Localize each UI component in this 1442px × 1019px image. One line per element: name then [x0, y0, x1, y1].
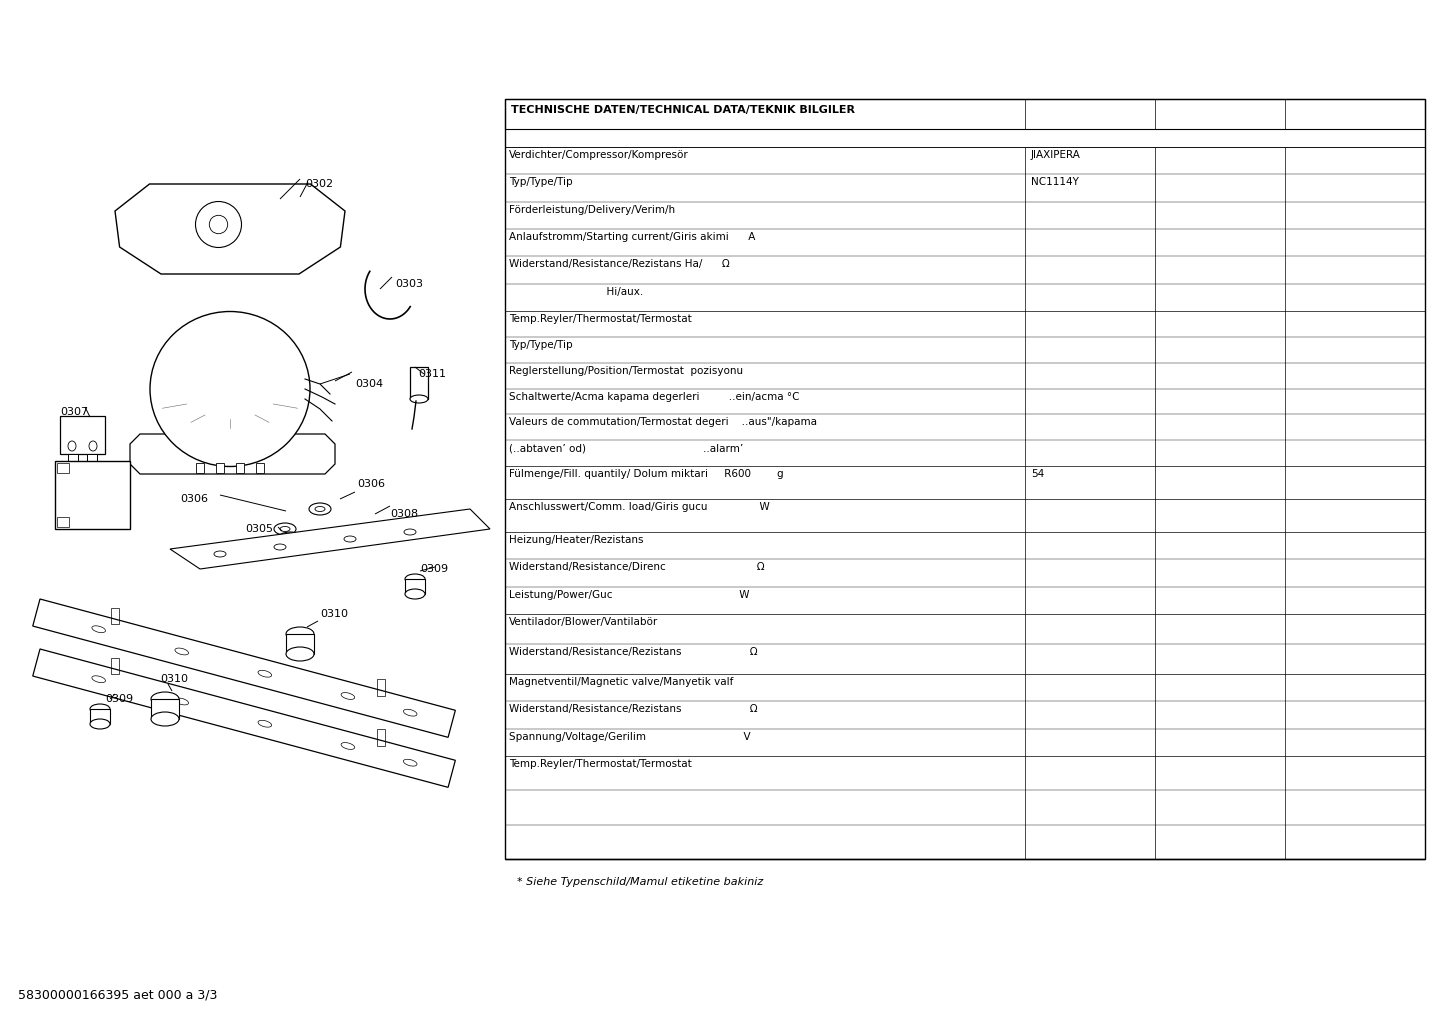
- Bar: [236, 463, 244, 473]
- Bar: [505, 99, 1425, 129]
- Bar: [410, 367, 428, 399]
- Text: Heizung/Heater/Rezistans: Heizung/Heater/Rezistans: [509, 535, 643, 545]
- Bar: [505, 99, 1425, 859]
- Text: Verdichter/Compressor/Kompresör: Verdichter/Compressor/Kompresör: [509, 150, 689, 160]
- Ellipse shape: [286, 647, 314, 661]
- Ellipse shape: [286, 536, 296, 542]
- Text: Temp.Reyler/Thermostat/Termostat: Temp.Reyler/Thermostat/Termostat: [509, 314, 692, 324]
- Text: Typ/Type/Tip: Typ/Type/Tip: [509, 339, 572, 350]
- Text: Typ/Type/Tip: Typ/Type/Tip: [509, 177, 572, 187]
- Text: Spannung/Voltage/Gerilim                              V: Spannung/Voltage/Gerilim V: [509, 732, 751, 742]
- Bar: [216, 463, 224, 473]
- Bar: [376, 730, 385, 746]
- Text: NC1114Y: NC1114Y: [1031, 177, 1079, 187]
- Bar: [58, 517, 69, 527]
- Bar: [196, 463, 203, 473]
- Bar: [111, 608, 118, 625]
- Bar: [286, 634, 314, 654]
- Text: Förderleistung/Delivery/Verim/h: Förderleistung/Delivery/Verim/h: [509, 205, 675, 215]
- Ellipse shape: [274, 523, 296, 535]
- Bar: [376, 680, 385, 696]
- Text: Magnetventil/Magnetic valve/Manyetik valf: Magnetventil/Magnetic valve/Manyetik val…: [509, 677, 734, 687]
- Ellipse shape: [89, 704, 110, 714]
- Text: 0310: 0310: [160, 674, 187, 684]
- Text: Leistung/Power/Guc                                       W: Leistung/Power/Guc W: [509, 590, 750, 599]
- Text: Widerstand/Resistance/Direnc                            Ω: Widerstand/Resistance/Direnc Ω: [509, 562, 764, 573]
- Text: 0309: 0309: [105, 694, 133, 704]
- PathPatch shape: [33, 599, 456, 738]
- Bar: [58, 463, 69, 473]
- Bar: [61, 416, 105, 454]
- Bar: [505, 129, 1425, 147]
- Ellipse shape: [89, 719, 110, 729]
- Ellipse shape: [151, 692, 179, 706]
- PathPatch shape: [170, 510, 490, 569]
- Text: Reglerstellung/Position/Termostat  pozisyonu: Reglerstellung/Position/Termostat pozisy…: [509, 366, 743, 376]
- Text: Schaltwerte/Acma kapama degerleri         ..ein/acma °C: Schaltwerte/Acma kapama degerleri ..ein/…: [509, 391, 799, 401]
- Text: Widerstand/Resistance/Rezistans                     Ω: Widerstand/Resistance/Rezistans Ω: [509, 704, 757, 714]
- Text: Anlaufstromm/Starting current/Giris akimi      A: Anlaufstromm/Starting current/Giris akim…: [509, 232, 756, 242]
- Text: 0306: 0306: [358, 479, 385, 489]
- Text: 0310: 0310: [320, 609, 348, 619]
- Bar: [111, 658, 118, 675]
- Text: 54: 54: [1031, 469, 1044, 479]
- Text: 0305: 0305: [245, 524, 273, 534]
- Text: 0309: 0309: [420, 564, 448, 574]
- Ellipse shape: [405, 589, 425, 599]
- Bar: [257, 463, 264, 473]
- Text: 0311: 0311: [418, 369, 446, 379]
- Ellipse shape: [314, 506, 324, 512]
- Text: Hi/aux.: Hi/aux.: [509, 286, 643, 297]
- PathPatch shape: [33, 649, 456, 788]
- Ellipse shape: [405, 574, 425, 584]
- Ellipse shape: [89, 441, 97, 451]
- Text: 0308: 0308: [389, 510, 418, 519]
- Ellipse shape: [309, 503, 332, 515]
- Ellipse shape: [150, 312, 310, 467]
- Bar: [55, 461, 130, 529]
- Text: JIAXIPERA: JIAXIPERA: [1031, 150, 1082, 160]
- Text: TECHNISCHE DATEN/TECHNICAL DATA/TEKNIK BILGILER: TECHNISCHE DATEN/TECHNICAL DATA/TEKNIK B…: [510, 105, 855, 115]
- Text: Temp.Reyler/Thermostat/Termostat: Temp.Reyler/Thermostat/Termostat: [509, 759, 692, 769]
- Text: Valeurs de commutation/Termostat degeri    ..aus"/kapama: Valeurs de commutation/Termostat degeri …: [509, 418, 818, 427]
- Text: Anschlusswert/Comm. load/Giris gucu                W: Anschlusswert/Comm. load/Giris gucu W: [509, 502, 770, 512]
- Ellipse shape: [68, 441, 76, 451]
- Text: 0304: 0304: [355, 379, 384, 389]
- PathPatch shape: [130, 434, 335, 474]
- Text: (..abtaven’ od)                                    ..alarm’: (..abtaven’ od) ..alarm’: [509, 443, 743, 453]
- Circle shape: [196, 202, 241, 248]
- Ellipse shape: [286, 627, 314, 641]
- Text: 0306: 0306: [180, 494, 208, 504]
- Text: * Siehe Typenschild/Mamul etiketine bakiniz: * Siehe Typenschild/Mamul etiketine baki…: [518, 877, 763, 887]
- Text: 0303: 0303: [395, 279, 423, 289]
- Bar: [89, 709, 110, 725]
- Ellipse shape: [410, 395, 428, 403]
- Circle shape: [209, 215, 228, 233]
- Text: Widerstand/Resistance/Rezistans                     Ω: Widerstand/Resistance/Rezistans Ω: [509, 647, 757, 657]
- Text: 0302: 0302: [306, 179, 333, 189]
- Ellipse shape: [280, 527, 290, 532]
- Text: Ventilador/Blower/Vantilabör: Ventilador/Blower/Vantilabör: [509, 616, 658, 627]
- Ellipse shape: [277, 532, 303, 546]
- Text: 58300000166395 aet 000 a 3/3: 58300000166395 aet 000 a 3/3: [17, 989, 218, 1002]
- Bar: [68, 454, 78, 469]
- Text: 0307: 0307: [61, 407, 88, 417]
- Bar: [151, 699, 179, 719]
- Bar: [405, 579, 425, 594]
- Bar: [87, 454, 97, 469]
- Text: Fülmenge/Fill. quantily/ Dolum miktari     R600        g: Fülmenge/Fill. quantily/ Dolum miktari R…: [509, 469, 783, 479]
- Ellipse shape: [151, 712, 179, 726]
- Text: Widerstand/Resistance/Rezistans Ha/      Ω: Widerstand/Resistance/Rezistans Ha/ Ω: [509, 259, 730, 269]
- PathPatch shape: [115, 184, 345, 274]
